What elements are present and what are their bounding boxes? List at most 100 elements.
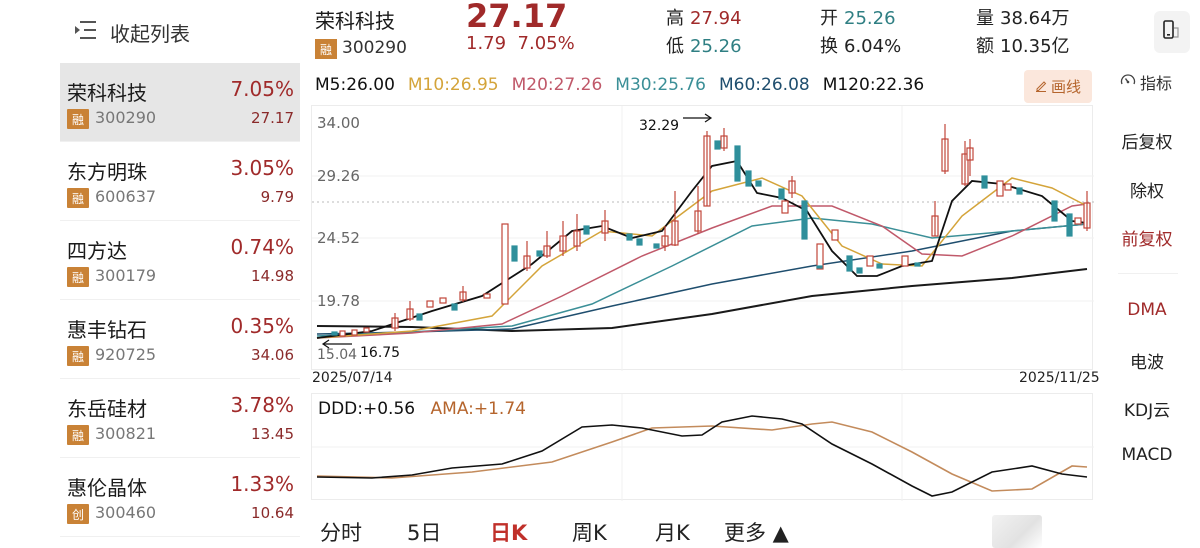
price-change: 1.79 7.05%: [466, 33, 575, 54]
right-options-panel: 后复权 除权 前复权 DMA 电波 KDJ云 MACD: [1104, 108, 1190, 548]
ma120-label: M120:22.36: [822, 75, 925, 95]
indicator-label: 指标: [1140, 74, 1173, 93]
rotate-screen-button[interactable]: [1154, 11, 1190, 53]
change-percent: 7.05%: [230, 77, 294, 101]
period-tabs: 分时 5日 日K 周K 月K 更多 ▲: [300, 515, 1000, 548]
dma-canvas: [312, 394, 1094, 501]
high-stat: 高 27.94: [666, 4, 742, 30]
watchlist-item[interactable]: 东方明珠 3.05% 融 600637 9.79: [60, 142, 300, 221]
y-axis-label: 24.52: [317, 229, 360, 247]
volume-value: 38.64万: [1000, 8, 1070, 29]
open-value: 25.26: [844, 8, 896, 29]
stock-name: 东岳硅材: [67, 397, 147, 421]
kline-chart-canvas: [312, 106, 1094, 371]
turnover-label: 换: [820, 36, 838, 57]
indicator-button[interactable]: 指标: [1120, 70, 1172, 94]
tab-intraday[interactable]: 分时: [320, 521, 362, 545]
ma30-label: M30:25.76: [615, 75, 706, 95]
margin-badge: 融: [67, 188, 89, 208]
candles: [331, 124, 1091, 337]
stock-name: 惠伦晶体: [67, 476, 147, 500]
draw-line-label: 画线: [1050, 78, 1081, 96]
stock-price: 10.64: [251, 504, 294, 522]
watchlist-item[interactable]: 惠伦晶体 1.33% 创 300460 10.64: [60, 458, 300, 537]
margin-badge: 融: [67, 109, 89, 129]
margin-badge: 融: [67, 425, 89, 445]
ddd-value: DDD:+0.56: [318, 399, 416, 419]
ma20-label: M20:27.26: [511, 75, 603, 95]
margin-badge: 融: [67, 346, 89, 366]
watchlist-sidebar: 收起列表 荣科科技 7.05% 融 300290 27.17 东方明珠 3.05…: [0, 0, 300, 548]
indicator-dma-button[interactable]: DMA: [1127, 300, 1167, 320]
high-value: 27.94: [690, 8, 742, 29]
kline-chart[interactable]: 34.00 29.26 24.52 19.78 15.04 32.29 16.7…: [311, 105, 1094, 371]
indicator-wave-button[interactable]: 电波: [1130, 353, 1164, 373]
tab-weekly-k[interactable]: 周K: [572, 521, 607, 545]
change-percent: 0.74%: [230, 235, 294, 259]
change-percent: 3.05%: [230, 156, 294, 180]
tab-5day[interactable]: 5日: [407, 521, 442, 545]
watchlist-item[interactable]: 四方达 0.74% 融 300179 14.98: [60, 221, 300, 300]
board-badge: 创: [67, 504, 89, 524]
dma-indicator-chart[interactable]: DDD:+0.56 AMA:+1.74: [311, 393, 1094, 501]
low-value: 25.26: [690, 36, 742, 57]
stock-code: 600637: [95, 187, 157, 206]
stock-price: 9.79: [260, 188, 294, 206]
watchlist-item[interactable]: 荣科科技 7.05% 融 300290 27.17: [60, 63, 300, 142]
period-high-annotation: 32.29: [639, 118, 680, 134]
open-label: 开: [820, 8, 838, 29]
ma10-label: M10:26.95: [407, 75, 499, 95]
floating-button[interactable]: [992, 515, 1042, 548]
y-axis-label: 34.00: [317, 114, 360, 132]
y-axis-label: 19.78: [317, 292, 360, 310]
watchlist-item[interactable]: 惠丰钻石 0.35% 融 920725 34.06: [60, 300, 300, 379]
tab-monthly-k[interactable]: 月K: [655, 521, 690, 545]
gauge-icon: [1120, 72, 1136, 92]
pencil-icon: [1035, 78, 1047, 96]
start-date: 2025/07/14: [312, 370, 393, 386]
stock-price: 13.45: [251, 425, 294, 443]
change-percent: 0.35%: [230, 314, 294, 338]
margin-badge: 融: [67, 267, 89, 287]
turnover-stat: 换 6.04%: [820, 32, 901, 58]
moving-average-legend: M5:26.00 M10:26.95 M20:27.26 M30:25.76 M…: [315, 75, 924, 95]
stock-name: 四方达: [67, 239, 127, 263]
low-label: 低: [666, 36, 684, 57]
phone-rotate-icon: [1162, 19, 1182, 45]
ama-value: AMA:+1.74: [430, 399, 526, 419]
change-amount: 1.79: [466, 33, 507, 54]
stock-price: 27.17: [251, 109, 294, 127]
open-stat: 开 25.26: [820, 4, 896, 30]
stock-code: 300290: [342, 38, 407, 58]
period-low-annotation: 16.75: [360, 345, 401, 361]
stock-name: 荣科科技: [67, 81, 147, 105]
stock-code: 300460: [95, 503, 157, 522]
stock-name: 东方明珠: [67, 160, 147, 184]
adjust-forward-button[interactable]: 前复权: [1121, 230, 1173, 250]
watchlist-item[interactable]: 东岳硅材 3.78% 融 300821 13.45: [60, 379, 300, 458]
divider: [1118, 273, 1178, 274]
adjust-backward-button[interactable]: 后复权: [1121, 133, 1173, 153]
y-axis-label: 15.04: [317, 347, 358, 363]
collapse-list-icon: [72, 19, 98, 45]
draw-line-button[interactable]: 画线: [1024, 70, 1092, 103]
tab-more[interactable]: 更多 ▲: [724, 521, 789, 545]
collapse-list-button[interactable]: 收起列表: [72, 14, 190, 50]
volume-label: 量: [976, 8, 994, 29]
dma-legend: DDD:+0.56 AMA:+1.74: [318, 399, 526, 419]
ex-rights-button[interactable]: 除权: [1130, 182, 1164, 202]
stock-code: 300179: [95, 266, 157, 285]
turnover-value: 6.04%: [844, 36, 902, 57]
stock-code: 920725: [95, 345, 157, 364]
tab-daily-k[interactable]: 日K: [490, 521, 528, 545]
last-price: 27.17: [466, 0, 568, 35]
change-percent: 7.05%: [517, 33, 575, 54]
indicator-macd-button[interactable]: MACD: [1121, 445, 1173, 465]
indicator-kdj-cloud-button[interactable]: KDJ云: [1123, 401, 1171, 421]
change-percent: 3.78%: [230, 393, 294, 417]
low-stat: 低 25.26: [666, 32, 742, 58]
stock-code: 300290: [95, 108, 157, 127]
stock-price: 14.98: [251, 267, 294, 285]
ma60-label: M60:26.08: [719, 75, 810, 95]
